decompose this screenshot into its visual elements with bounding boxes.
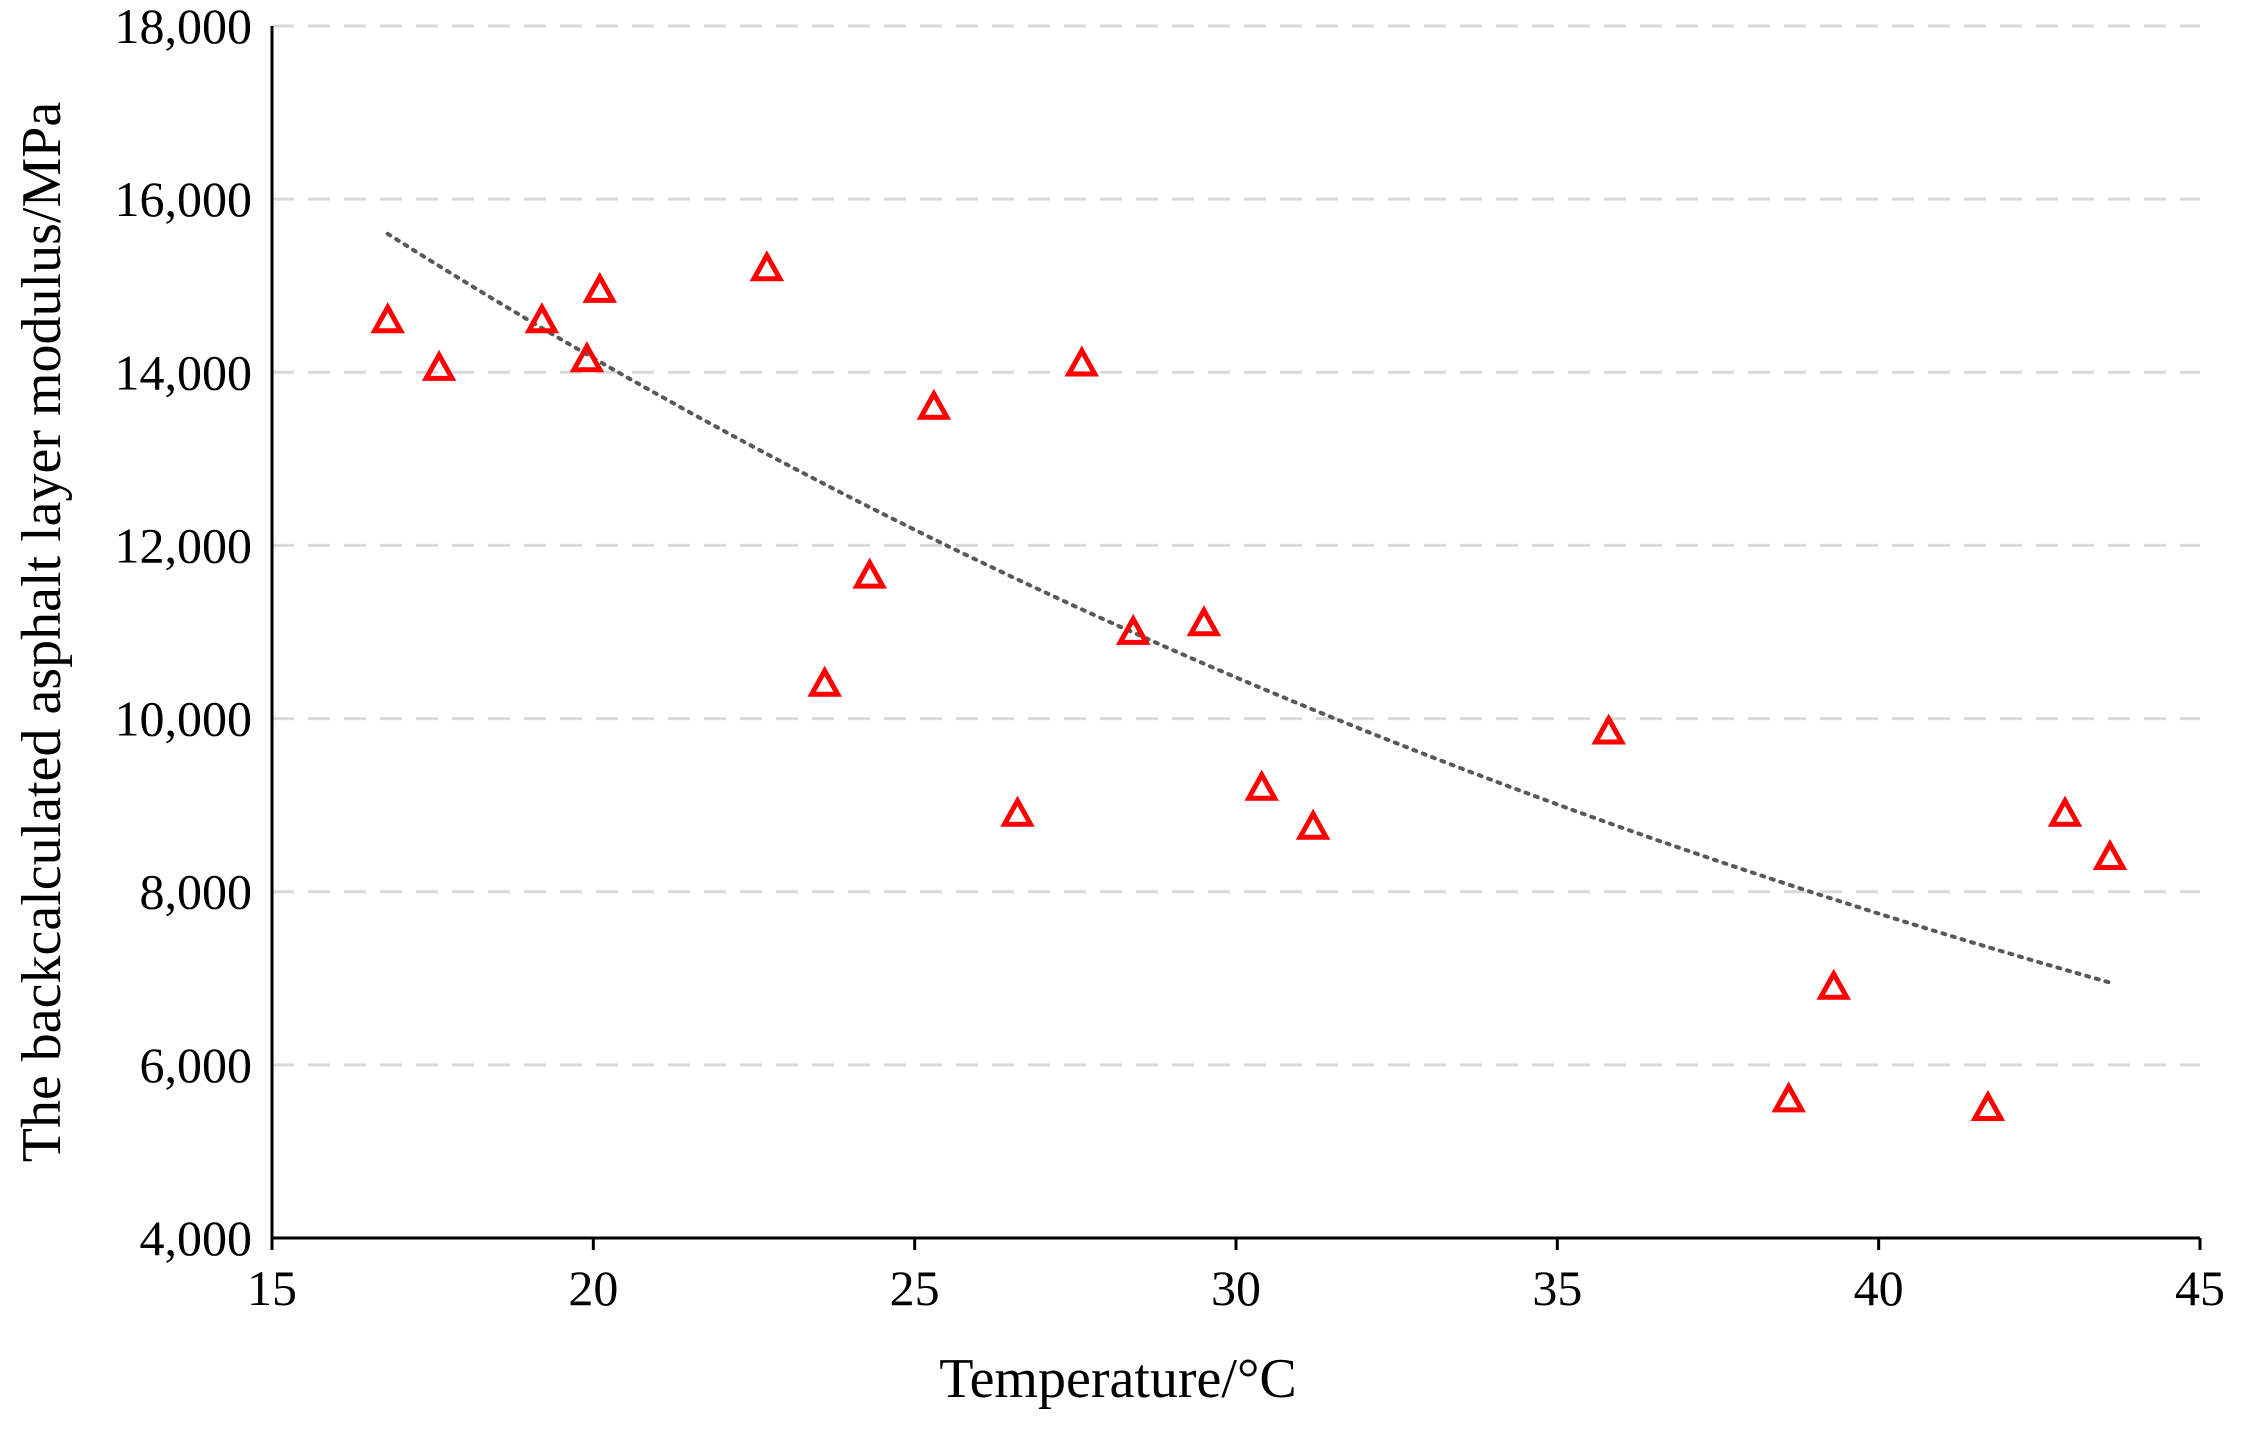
y-tick-label: 6,000 <box>140 1037 253 1093</box>
data-point <box>569 341 605 373</box>
x-tick-labels: 15 20 25 30 35 40 45 <box>247 1238 2225 1316</box>
data-point <box>852 557 887 589</box>
data-point <box>749 250 785 282</box>
data-point <box>1000 795 1035 827</box>
y-tick-label: 18,000 <box>115 0 253 54</box>
y-tick-label: 10,000 <box>115 691 253 747</box>
trendline <box>385 231 2112 985</box>
x-tick-label: 35 <box>1532 1260 1582 1316</box>
y-axis-title: The backcalculated asphalt layer modulus… <box>11 102 73 1163</box>
data-point <box>2047 795 2083 827</box>
data-point <box>1244 769 1279 801</box>
x-tick-label: 25 <box>890 1260 940 1316</box>
data-point <box>421 349 457 381</box>
axes <box>270 26 2200 1240</box>
data-point <box>916 388 952 420</box>
data-point <box>2092 838 2128 870</box>
y-tick-label: 8,000 <box>140 864 253 920</box>
data-point <box>807 665 842 697</box>
data-point <box>1115 613 1151 645</box>
data-point <box>1816 968 1851 1000</box>
data-point <box>1295 808 1331 840</box>
data-point <box>1186 605 1222 637</box>
data-point <box>582 271 618 303</box>
data-point <box>1064 345 1100 377</box>
data-point <box>1591 713 1626 745</box>
x-axis-title: Temperature/°C <box>939 1348 1296 1410</box>
data-point <box>1771 1081 1806 1113</box>
y-tick-labels: 4,000 6,000 8,000 10,000 12,000 14,000 16,000 1… <box>115 0 253 1266</box>
x-tick-label: 40 <box>1854 1260 1904 1316</box>
x-tick-label: 15 <box>247 1260 297 1316</box>
trendline-layer <box>385 231 2112 985</box>
data-point <box>1970 1089 2006 1121</box>
x-tick-label: 45 <box>2175 1260 2225 1316</box>
x-tick-label: 30 <box>1211 1260 1261 1316</box>
data-points <box>370 250 2128 1121</box>
gridlines <box>272 24 2200 1067</box>
y-tick-label: 14,000 <box>115 344 253 400</box>
y-tick-label: 16,000 <box>115 171 253 227</box>
x-tick-label: 20 <box>568 1260 618 1316</box>
y-tick-label: 4,000 <box>140 1210 253 1266</box>
data-point <box>524 302 560 334</box>
y-tick-label: 12,000 <box>115 517 253 573</box>
data-point <box>370 302 405 334</box>
